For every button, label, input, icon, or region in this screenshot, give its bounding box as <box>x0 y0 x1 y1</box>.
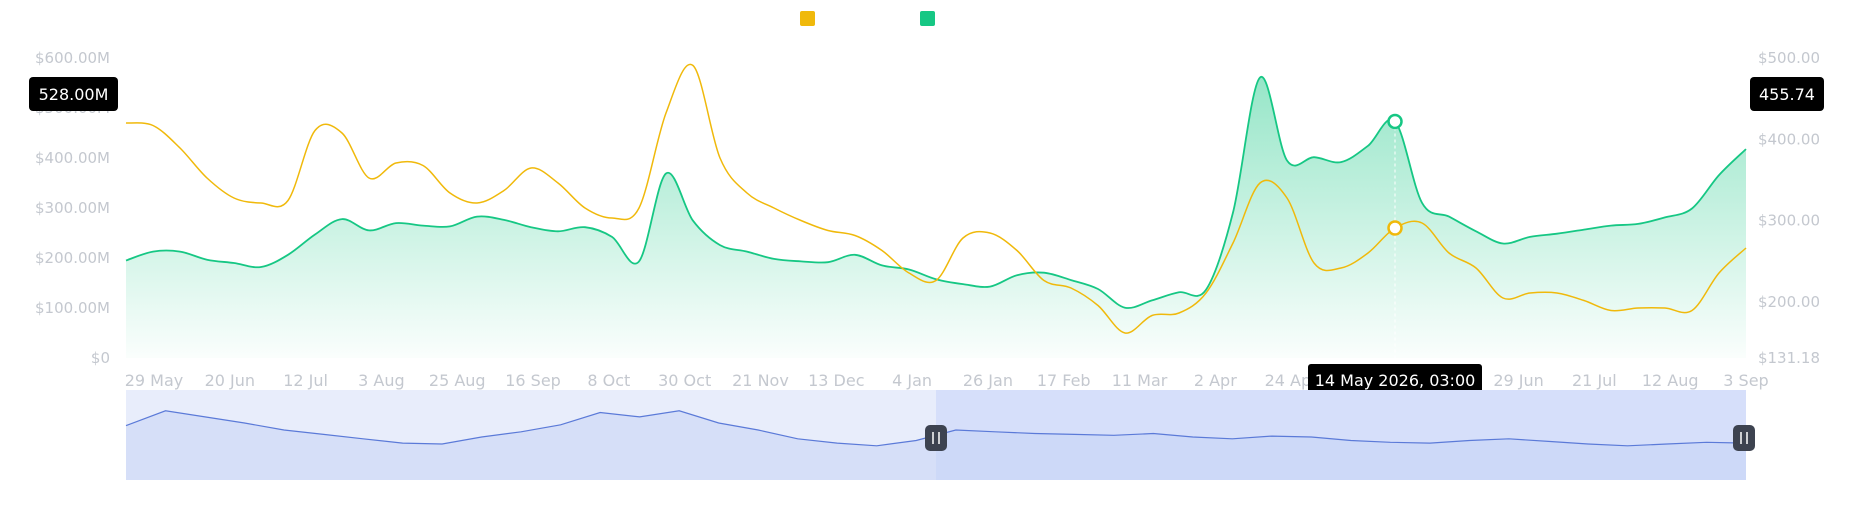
series-0-area <box>126 76 1746 358</box>
left-axis-tick-label: $200.00M <box>35 249 110 267</box>
right-axis-current-marker <box>1750 77 1824 112</box>
date-tooltip-box <box>1308 364 1482 396</box>
series-0-hover-point <box>1387 113 1403 130</box>
x-axis-tick-label: 29 Jun <box>1493 371 1543 390</box>
range-navigator[interactable] <box>125 390 1755 480</box>
legend-swatch-0[interactable] <box>800 11 815 26</box>
left-axis-tick-label: $400.00M <box>35 149 110 167</box>
x-axis-tick-label: 29 May <box>125 371 184 390</box>
hover-layer: 14 May 2026, 03:00 <box>1308 113 1482 396</box>
handle-grip[interactable] <box>1733 425 1755 451</box>
x-axis-tick-label: 2 Apr <box>1194 371 1237 390</box>
x-axis-tick-label: 24 Apr <box>1265 371 1319 390</box>
right-axis-tick-label: $200.00 <box>1758 293 1820 311</box>
x-axis-tick-label: 16 Sep <box>505 371 561 390</box>
legend-swatch-1[interactable] <box>920 11 935 26</box>
x-axis-tick-label: 20 Jun <box>205 371 255 390</box>
x-axis-tick-label: 17 Feb <box>1037 371 1091 390</box>
left-axis-tick-label: $300.00M <box>35 199 110 217</box>
right-axis-tick-label: $400.00 <box>1758 130 1820 148</box>
left-axis-tick-label: $100.00M <box>35 299 110 317</box>
x-axis-tick-label: 8 Oct <box>587 371 630 390</box>
x-axis-tick-label: 25 Aug <box>429 371 486 390</box>
x-axis-tick-label: 3 Aug <box>358 371 405 390</box>
x-axis-tick-label: 21 Nov <box>732 371 789 390</box>
x-axis-tick-label: 21 Jul <box>1572 371 1617 390</box>
series-layer <box>125 63 1747 358</box>
right-axis-tick-label: $300.00 <box>1758 212 1820 230</box>
legend-layer[interactable] <box>800 11 935 26</box>
right-axis-tick-label: $500.00 <box>1758 49 1820 67</box>
x-axis-tick-label: 26 Jan <box>963 371 1013 390</box>
x-axis-tick-label: 4 Jan <box>892 371 932 390</box>
left-axis-tick-label: $0 <box>91 349 110 367</box>
date-tooltip-label: 14 May 2026, 03:00 <box>1315 371 1476 390</box>
axis-markers-layer: 528.00M 455.74 <box>29 77 1824 112</box>
left-axis-current-label: 528.00M <box>39 85 109 104</box>
x-axis-tick-label: 30 Oct <box>658 371 711 390</box>
handle-grip[interactable] <box>925 425 947 451</box>
x-axis-tick-label: 12 Jul <box>283 371 328 390</box>
navigator-right-handle[interactable] <box>1733 425 1755 451</box>
navigator-left-handle[interactable] <box>925 425 947 451</box>
right-axis-current-label: 455.74 <box>1759 85 1815 104</box>
left-axis-current-marker <box>29 77 118 111</box>
series-1-hover-point <box>1387 220 1403 236</box>
x-axis-tick-label: 11 Mar <box>1112 371 1168 390</box>
x-axis-tick-label: 13 Dec <box>808 371 864 390</box>
series-0-line <box>125 76 1747 309</box>
x-axis-tick-label: 12 Aug <box>1642 371 1699 390</box>
left-axis-tick-label: $600.00M <box>35 49 110 67</box>
x-axis-tick-label: 3 Sep <box>1723 371 1768 390</box>
series-1-line <box>125 63 1747 334</box>
right-axis-tick-label: $131.18 <box>1758 349 1820 367</box>
